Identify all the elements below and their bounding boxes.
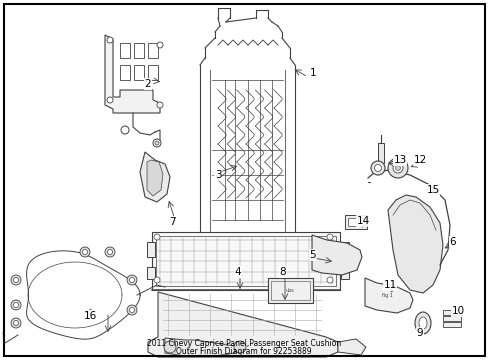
Text: 14: 14 (356, 216, 369, 226)
Circle shape (129, 307, 134, 312)
Text: 2011 Chevy Caprice Panel,Passenger Seat Cushion: 2011 Chevy Caprice Panel,Passenger Seat … (146, 338, 341, 347)
Circle shape (157, 42, 163, 48)
Polygon shape (285, 240, 299, 268)
Bar (340, 267, 348, 279)
Text: 10: 10 (450, 306, 464, 316)
Circle shape (127, 275, 137, 285)
Ellipse shape (414, 312, 430, 334)
Bar (147, 242, 155, 257)
Polygon shape (164, 338, 235, 356)
Circle shape (163, 341, 176, 353)
Polygon shape (148, 292, 337, 357)
Text: 5: 5 (309, 250, 316, 260)
Bar (347, 218, 355, 226)
Polygon shape (311, 235, 361, 275)
Bar (120, 43, 130, 58)
Text: 13: 13 (392, 155, 406, 165)
Circle shape (326, 234, 332, 240)
Circle shape (14, 302, 19, 307)
Text: fig 1: fig 1 (381, 293, 392, 298)
Circle shape (326, 277, 332, 283)
Text: 1: 1 (309, 68, 316, 78)
Circle shape (395, 166, 400, 171)
Text: 7: 7 (168, 217, 175, 227)
Circle shape (387, 158, 407, 178)
Bar (148, 43, 158, 58)
Bar (442, 322, 460, 327)
Bar (442, 310, 460, 315)
Bar (147, 267, 155, 279)
Bar (442, 316, 460, 321)
Polygon shape (337, 339, 365, 355)
Circle shape (82, 249, 87, 255)
Text: 3: 3 (214, 170, 221, 180)
Circle shape (11, 300, 21, 310)
Circle shape (374, 165, 381, 171)
Circle shape (14, 278, 19, 283)
Polygon shape (140, 152, 170, 202)
Circle shape (14, 320, 19, 325)
Bar (377, 143, 383, 163)
Text: 6: 6 (449, 237, 455, 247)
Bar (156, 236, 335, 286)
Text: 12: 12 (412, 155, 426, 165)
Circle shape (105, 247, 115, 257)
Circle shape (11, 275, 21, 285)
Circle shape (121, 126, 129, 134)
Polygon shape (195, 240, 209, 268)
Circle shape (234, 341, 245, 353)
Bar (357, 218, 363, 226)
Bar (134, 65, 143, 80)
Bar (134, 43, 143, 58)
Circle shape (11, 318, 21, 328)
Ellipse shape (418, 317, 426, 329)
Bar (345, 215, 366, 229)
Bar (340, 242, 348, 257)
Circle shape (127, 305, 137, 315)
Bar (148, 65, 158, 80)
Bar (267, 278, 312, 303)
Bar (120, 65, 130, 80)
Text: 16: 16 (83, 311, 97, 321)
Circle shape (153, 139, 161, 147)
Text: ubs: ubs (285, 288, 294, 292)
Bar (270, 281, 309, 300)
Polygon shape (105, 35, 160, 113)
Text: 4: 4 (234, 267, 241, 277)
Text: 9: 9 (416, 328, 423, 338)
Circle shape (107, 37, 113, 43)
Circle shape (107, 97, 113, 103)
Circle shape (392, 163, 402, 173)
Polygon shape (364, 278, 412, 313)
Text: Outer Finish Diagram for 92253889: Outer Finish Diagram for 92253889 (176, 347, 311, 356)
Circle shape (154, 277, 160, 283)
Circle shape (80, 247, 90, 257)
Text: 8: 8 (279, 267, 286, 277)
Text: 11: 11 (383, 280, 396, 290)
Circle shape (154, 234, 160, 240)
Circle shape (107, 249, 112, 255)
Text: 15: 15 (426, 185, 439, 195)
Bar (152, 232, 339, 290)
Circle shape (129, 278, 134, 283)
Text: 2: 2 (144, 79, 151, 89)
Circle shape (155, 141, 159, 145)
Polygon shape (387, 195, 442, 293)
Circle shape (157, 102, 163, 108)
Polygon shape (147, 160, 163, 196)
Circle shape (370, 161, 384, 175)
